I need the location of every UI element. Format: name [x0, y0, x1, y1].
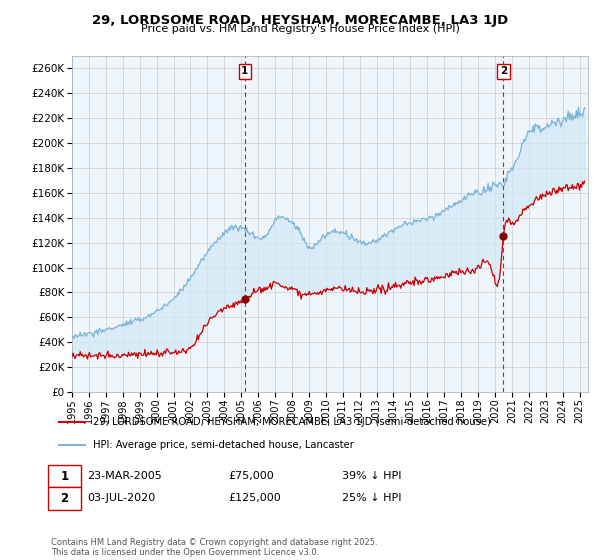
Text: 1: 1: [241, 66, 248, 76]
Text: £75,000: £75,000: [228, 471, 274, 481]
Text: 39% ↓ HPI: 39% ↓ HPI: [342, 471, 401, 481]
Text: 23-MAR-2005: 23-MAR-2005: [87, 471, 162, 481]
Text: 1: 1: [61, 469, 68, 483]
Text: 25% ↓ HPI: 25% ↓ HPI: [342, 493, 401, 503]
Text: 2: 2: [61, 492, 68, 505]
Text: 29, LORDSOME ROAD, HEYSHAM, MORECAMBE, LA3 1JD: 29, LORDSOME ROAD, HEYSHAM, MORECAMBE, L…: [92, 14, 508, 27]
Text: 2: 2: [500, 66, 507, 76]
Text: Price paid vs. HM Land Registry's House Price Index (HPI): Price paid vs. HM Land Registry's House …: [140, 24, 460, 34]
Text: 03-JUL-2020: 03-JUL-2020: [87, 493, 155, 503]
Text: 29, LORDSOME ROAD, HEYSHAM, MORECAMBE, LA3 1JD (semi-detached house): 29, LORDSOME ROAD, HEYSHAM, MORECAMBE, L…: [94, 417, 491, 427]
Text: £125,000: £125,000: [228, 493, 281, 503]
Text: HPI: Average price, semi-detached house, Lancaster: HPI: Average price, semi-detached house,…: [94, 440, 354, 450]
Text: Contains HM Land Registry data © Crown copyright and database right 2025.
This d: Contains HM Land Registry data © Crown c…: [51, 538, 377, 557]
